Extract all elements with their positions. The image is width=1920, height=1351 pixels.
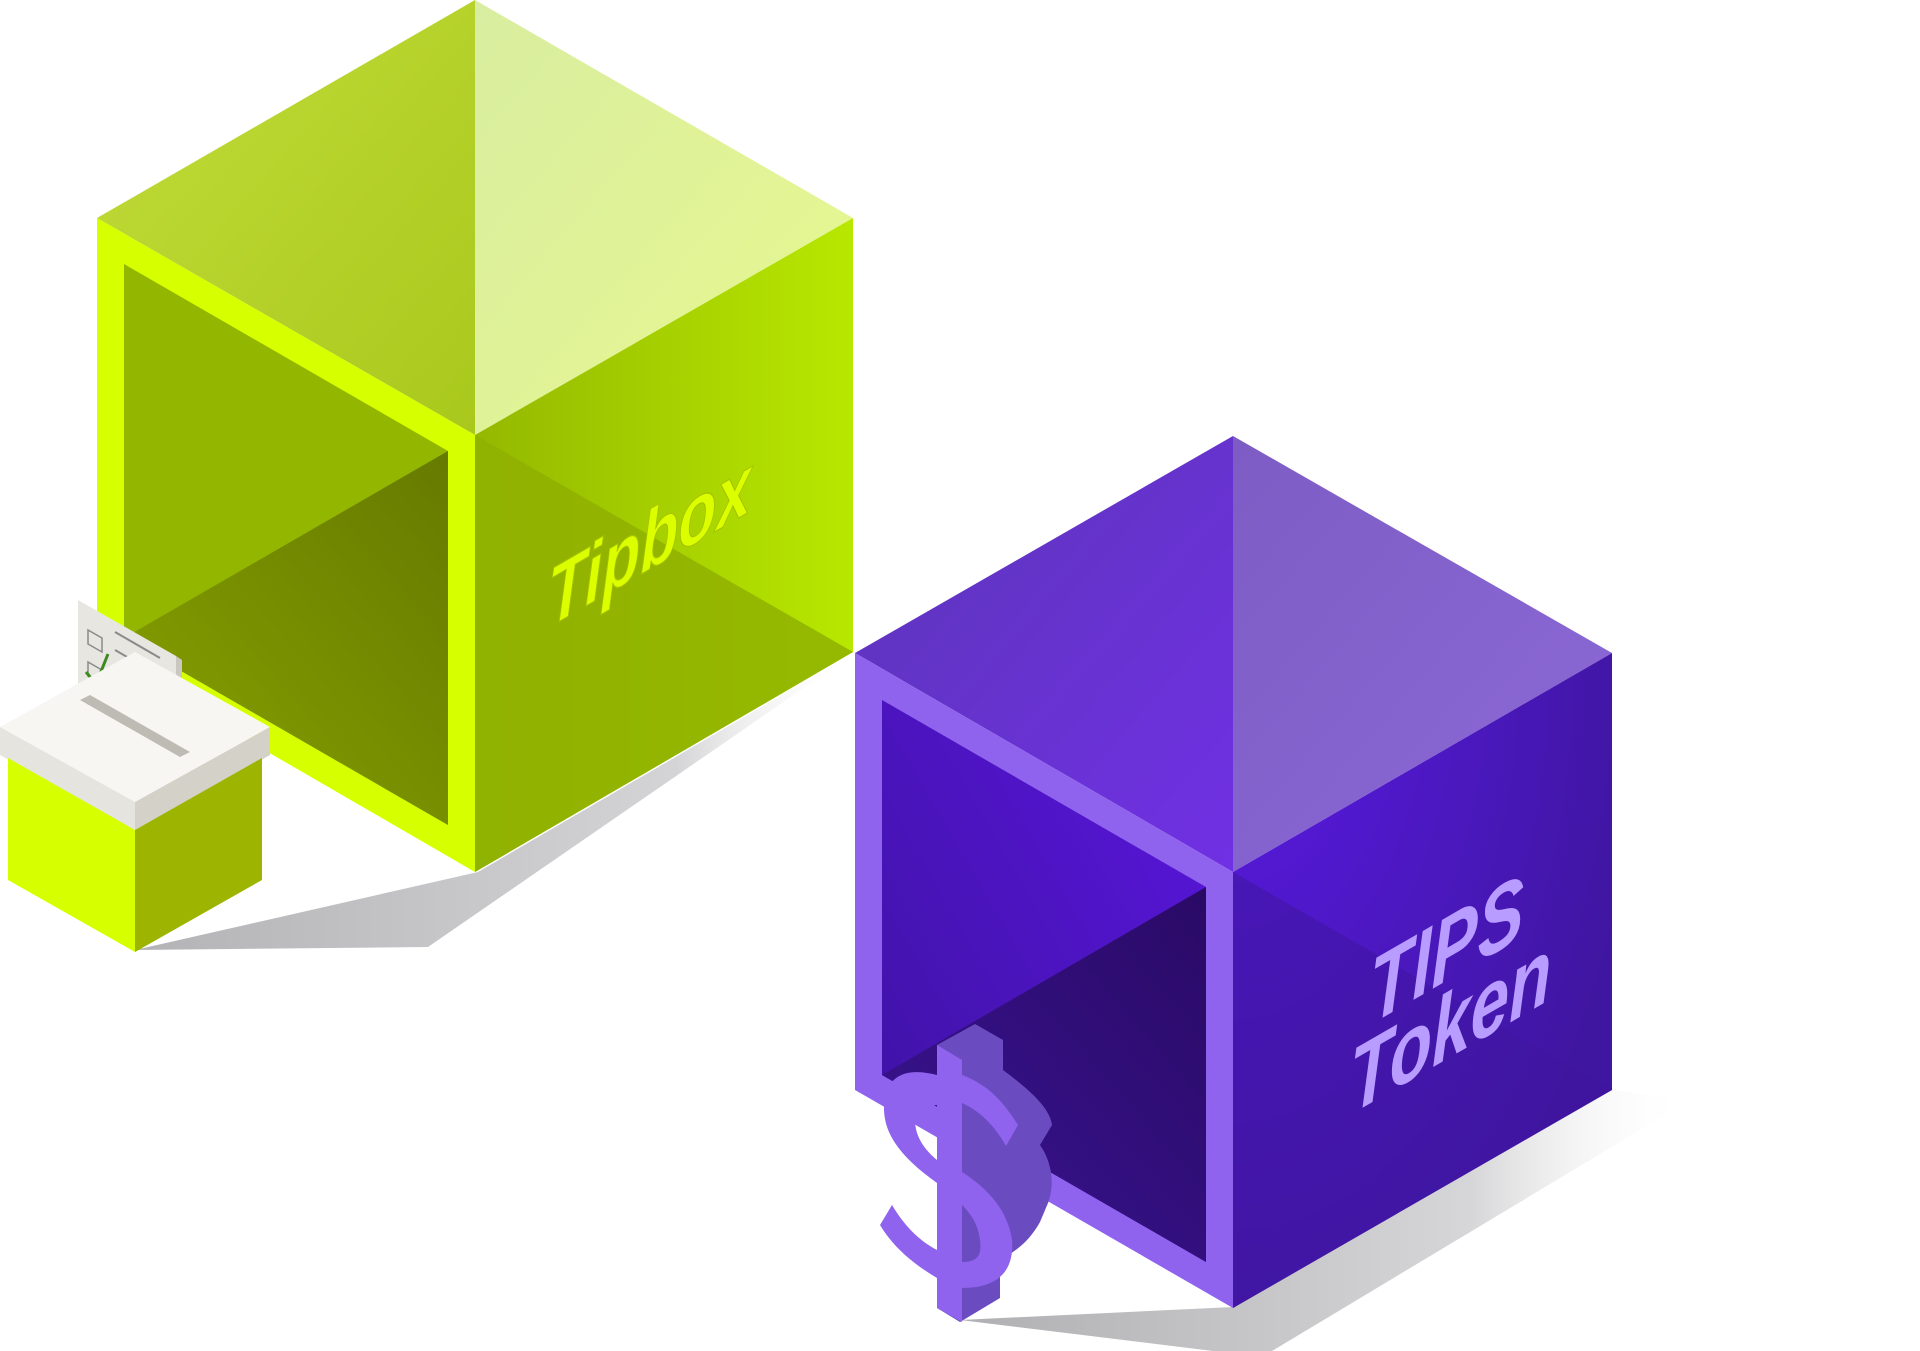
tipbox-cube: Tipbox bbox=[97, 0, 853, 872]
tips-token-inner-shadow bbox=[882, 887, 1206, 1262]
tipbox-right-inner-shade bbox=[475, 435, 853, 872]
ballot-box-slot bbox=[80, 695, 190, 757]
tipbox-shadow bbox=[135, 652, 856, 950]
tips-token-top-left-face bbox=[855, 436, 1233, 872]
ballot-box-body-left bbox=[8, 758, 135, 952]
ballot-box-rim-right bbox=[135, 727, 270, 830]
tips-token-top-right-face bbox=[1233, 436, 1612, 872]
tipbox-top-right-face bbox=[475, 0, 853, 435]
ballot-box-icon bbox=[0, 600, 270, 952]
dollar-sign-front bbox=[880, 1045, 1018, 1322]
ballot-box-rim-left bbox=[0, 727, 135, 830]
tips-token-right-inner-shade bbox=[1233, 872, 1612, 1308]
dollar-sign-icon bbox=[880, 1024, 1052, 1322]
tipbox-top-left-face bbox=[97, 0, 475, 435]
ballot-box-body-right bbox=[135, 758, 262, 952]
tips-token-shadow bbox=[960, 1090, 1690, 1351]
tipbox-inner-shadow bbox=[124, 451, 448, 825]
